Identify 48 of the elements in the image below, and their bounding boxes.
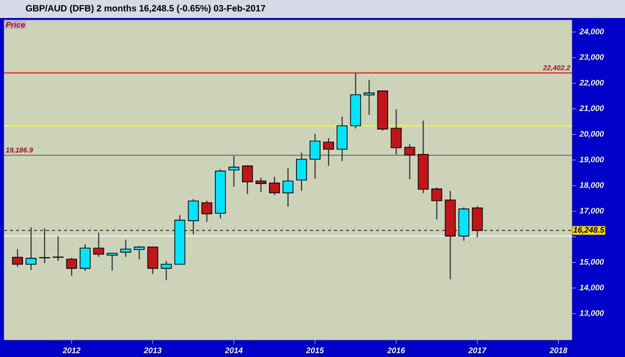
candlestick bbox=[282, 168, 294, 208]
y-tick-label: 17,000 bbox=[580, 208, 604, 215]
candlestick bbox=[201, 200, 212, 222]
y-axis-title: Price bbox=[6, 22, 26, 28]
y-tick-label: 24,000 bbox=[579, 28, 604, 36]
candlestick bbox=[147, 246, 158, 274]
x-tick-label: 2012 bbox=[62, 348, 80, 354]
x-tick-label: 2014 bbox=[224, 348, 243, 354]
candlestick bbox=[256, 177, 266, 193]
candlestick bbox=[296, 152, 307, 192]
candlestick bbox=[310, 133, 320, 180]
y-tick-label: 22,000 bbox=[579, 80, 604, 87]
y-tick-label: 13,000 bbox=[580, 310, 604, 318]
candlestick bbox=[228, 155, 240, 188]
candlestick bbox=[364, 79, 375, 116]
x-tick-label: 2016 bbox=[387, 348, 406, 354]
chart-title: GBP/AUD (DFB) 2 months 16,248.5 (-0.65%) 03-Feb-2017 bbox=[26, 4, 266, 14]
candlestick bbox=[93, 232, 104, 258]
candlestick bbox=[120, 239, 132, 258]
candlestick bbox=[39, 228, 50, 264]
candlestick bbox=[242, 164, 253, 195]
y-tick-label: 15,000 bbox=[580, 259, 604, 266]
candlestick bbox=[160, 260, 172, 281]
candlestick bbox=[336, 116, 348, 162]
candlestick bbox=[12, 248, 23, 268]
x-tick-label: 2013 bbox=[144, 348, 162, 354]
x-tick-label: 2015 bbox=[306, 348, 324, 354]
y-tick-label: 19,000 bbox=[580, 156, 604, 164]
candlestick bbox=[52, 236, 64, 262]
candlestick bbox=[431, 186, 442, 220]
y-tick-label: 23,000 bbox=[579, 54, 604, 62]
y-tick-label: 21,000 bbox=[579, 105, 604, 112]
ref-line-label: 16,248.5 bbox=[573, 227, 604, 234]
candlestick bbox=[404, 144, 416, 180]
candlestick bbox=[269, 176, 280, 196]
candlestick bbox=[323, 137, 334, 166]
candlestick bbox=[80, 244, 91, 272]
y-tick-label: 14,000 bbox=[580, 284, 604, 292]
candlestick bbox=[134, 246, 145, 260]
candlestick bbox=[472, 206, 483, 238]
y-tick-label: 20,000 bbox=[579, 131, 604, 138]
x-tick-label: 2018 bbox=[549, 348, 568, 354]
candlestick bbox=[188, 198, 199, 235]
candlestick bbox=[26, 226, 36, 271]
x-tick-label: 2017 bbox=[468, 348, 487, 354]
y-tick-label: 18,000 bbox=[580, 182, 604, 190]
candlestick bbox=[66, 257, 78, 276]
candlestick bbox=[390, 108, 402, 155]
